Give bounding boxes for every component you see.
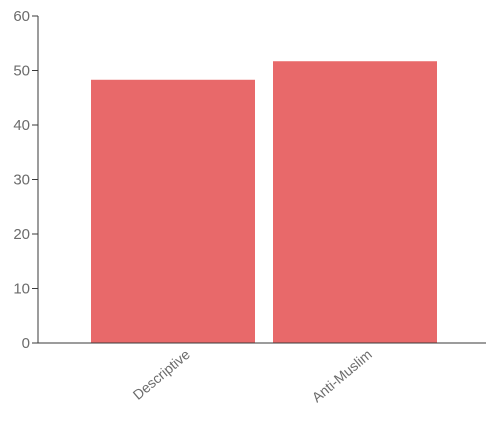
y-tick-label: 30 xyxy=(13,172,30,189)
bar-descriptive xyxy=(91,79,255,343)
y-tick-label: 60 xyxy=(13,8,30,25)
bars xyxy=(91,61,437,344)
x-axis-labels: Descriptive Anti-Muslim xyxy=(130,346,375,405)
bar-anti-muslim xyxy=(273,61,437,344)
y-tick-label: 20 xyxy=(13,226,30,243)
y-axis-ticks: 0 10 20 30 40 50 60 xyxy=(13,8,38,352)
y-tick-label: 50 xyxy=(13,63,30,80)
x-category-label: Anti-Muslim xyxy=(309,346,375,405)
y-tick-label: 0 xyxy=(22,335,30,352)
y-tick-label: 40 xyxy=(13,117,30,134)
y-tick-label: 10 xyxy=(13,281,30,298)
x-category-label: Descriptive xyxy=(130,346,193,403)
